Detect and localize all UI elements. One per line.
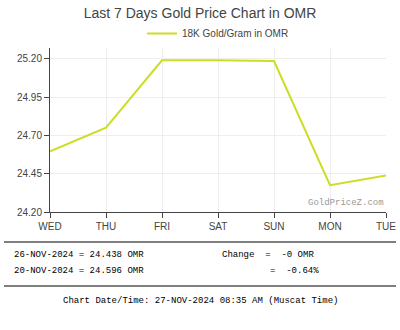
svg-text:Change = -0 OMR: Change = -0 OMR	[222, 250, 314, 260]
svg-text:20-NOV-2024 = 24.596 OMR: 20-NOV-2024 = 24.596 OMR	[14, 266, 144, 276]
svg-text:= -0.64%: = -0.64%	[270, 266, 319, 276]
svg-text:SUN: SUN	[263, 221, 284, 232]
svg-text:FRI: FRI	[154, 221, 170, 232]
svg-text:18K Gold/Gram in OMR: 18K Gold/Gram in OMR	[182, 28, 288, 39]
svg-text:Last 7 Days Gold Price Chart i: Last 7 Days Gold Price Chart in OMR	[84, 5, 317, 21]
svg-text:24.95: 24.95	[17, 92, 42, 103]
svg-text:Chart Date/Time: 27-NOV-2024 0: Chart Date/Time: 27-NOV-2024 08:35 AM (M…	[63, 296, 338, 306]
svg-text:26-NOV-2024 = 24.438 OMR: 26-NOV-2024 = 24.438 OMR	[14, 250, 144, 260]
svg-text:SAT: SAT	[209, 221, 228, 232]
svg-text:24.20: 24.20	[17, 207, 42, 218]
svg-text:GoldPriceZ.com: GoldPriceZ.com	[308, 198, 384, 208]
svg-text:WED: WED	[38, 221, 61, 232]
svg-text:MON: MON	[318, 221, 341, 232]
svg-text:24.70: 24.70	[17, 130, 42, 141]
svg-text:24.45: 24.45	[17, 168, 42, 179]
svg-text:THU: THU	[96, 221, 117, 232]
svg-text:TUE: TUE	[376, 221, 396, 232]
svg-text:25.20: 25.20	[17, 53, 42, 64]
